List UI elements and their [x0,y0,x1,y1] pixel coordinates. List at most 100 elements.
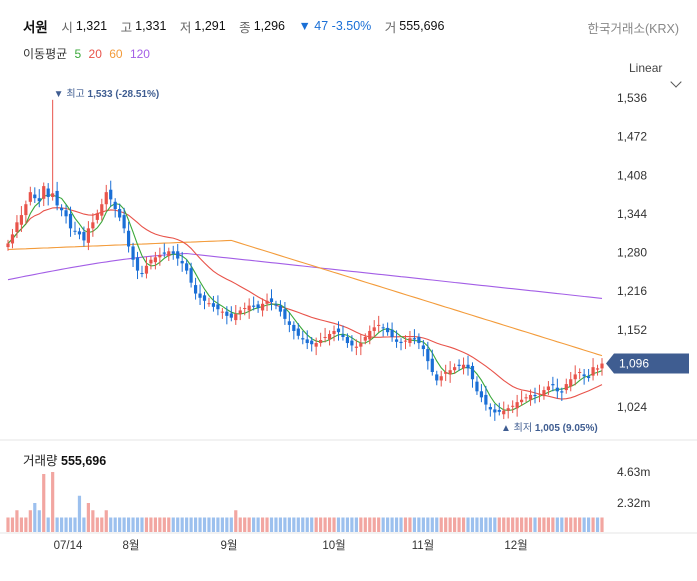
volume-bar [86,503,90,532]
candle-body [350,340,354,346]
ma-60-label: 60 [109,47,123,61]
price-tick-label: 1,280 [617,246,647,260]
candle-body [91,222,95,229]
low-label: 저 [179,20,192,35]
volume-bar [15,510,19,532]
candle-body [435,374,439,381]
candle-body [511,405,515,407]
candle-body [274,304,278,306]
price-tick-label: 1,024 [617,400,647,414]
candle-body [560,391,564,393]
candle-body [354,346,358,348]
volume-bar [73,517,77,532]
volume-bar [189,517,193,532]
candle-body [466,364,470,369]
volume-bar [296,517,300,532]
candle-body [310,340,314,345]
volume-bar [265,517,269,532]
volume-bar [301,517,305,532]
ma-60-line [7,239,603,357]
volume-bar [135,517,140,532]
volume-bar [497,517,501,532]
min-annotation: ▲ 최저 1,005 (9.05%) [501,422,598,434]
candle-body [33,194,37,199]
volume-bar [533,517,537,532]
candle-body [77,231,82,235]
high-value: 1,331 [135,19,167,33]
quote-header: 서원 시 1,321 고 1,331 저 1,291 종 1,296 ▼ 47 -3.5… [23,16,454,36]
candle-body [144,265,149,274]
volume-bar [444,517,448,532]
candle-body [109,189,113,200]
candle-body [247,305,251,311]
volume-bar [252,517,256,532]
volume-bar [555,517,559,532]
candle-body [345,336,350,344]
volume-bar [122,517,126,532]
volume-bar [377,517,381,532]
candle-body [368,330,372,340]
x-tick-label: 12월 [504,539,527,552]
candle-body [403,340,408,342]
candle-body [252,305,256,307]
volume-bar [466,517,470,532]
candle-body [301,338,305,340]
candle-body [386,327,390,333]
volume-bar [55,517,59,532]
volume-bar [33,503,37,532]
volume-bar [131,517,135,532]
volume-bar [77,495,82,532]
volume-bar [51,472,55,532]
candle-body [341,334,345,337]
volume-bar [140,517,144,532]
moving-average-legend[interactable]: 이동평균 5 20 60 120 [23,45,154,62]
candle-body [363,336,367,341]
candle-body [260,303,265,311]
candle-body [19,215,23,225]
volume-bar [274,517,278,532]
candle-body [537,393,542,395]
candle-body [24,204,28,216]
candle-body [399,341,403,344]
candle-body [176,251,180,259]
candle-body [323,336,327,338]
scale-select[interactable]: Linear [629,61,663,75]
volume-bar [95,517,99,532]
volume-bar [461,517,466,532]
volume-bar [278,517,283,532]
candle-body [417,336,421,344]
candle-body [28,192,32,202]
volume-bar [528,517,533,532]
volume-bar [180,517,184,532]
candle-body [506,408,510,411]
x-tick-label: 11월 [412,539,435,552]
volume-bar [381,517,385,532]
x-tick-label: 07/14 [54,540,83,552]
volume-bar [243,517,247,532]
volume-bar [202,517,207,532]
volume-bar [247,517,251,532]
candle-body [453,367,457,371]
candle-body [225,311,229,316]
volume-bar [10,517,15,532]
ma-120-line [7,252,603,299]
volume-bar [211,517,216,532]
volume-bar [109,517,113,532]
price-tick-label: 1,216 [617,284,647,298]
candle-body [149,259,153,264]
volume-bar [520,517,524,532]
volume-bar [46,517,50,532]
candle-body [216,304,220,310]
volume-bar [591,517,595,532]
volume-bar [448,517,452,532]
candle-body [412,338,417,340]
volume-bar [435,517,439,532]
volume-bar [354,517,358,532]
candle-body [64,210,68,217]
volume-bar [305,517,309,532]
volume-bar [368,517,372,532]
candle-body [555,387,559,392]
candle-body [122,215,126,229]
volume-bar [595,517,600,532]
